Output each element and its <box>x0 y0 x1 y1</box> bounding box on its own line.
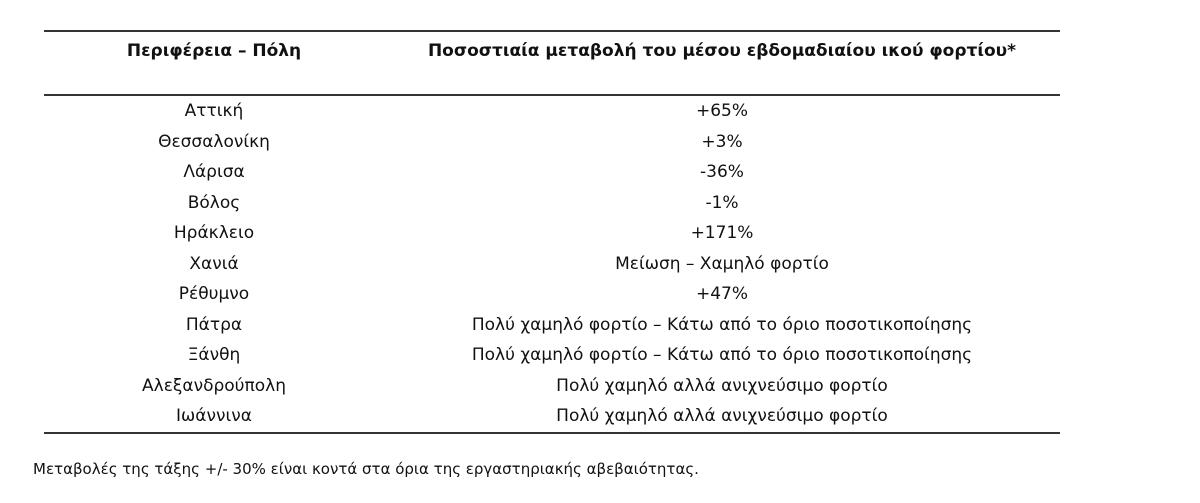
cell-change: Πολύ χαμηλό φορτίο – Κάτω από το όριο πο… <box>471 314 973 335</box>
cell-change: Πολύ χαμηλό αλλά ανιχνεύσιμο φορτίο <box>556 406 888 427</box>
cell-city: Θεσσαλονίκη <box>158 131 270 152</box>
cell-change: -36% <box>700 162 744 183</box>
table-body: Αττική +65% Θεσσαλονίκη +3% Λάρισα -36% … <box>44 96 1060 432</box>
table-row: Ηράκλειο +171% <box>44 218 1060 249</box>
table-row: Λάρισα -36% <box>44 157 1060 188</box>
cell-city: Πάτρα <box>185 314 243 335</box>
cell-change: Μείωση – Χαμηλό φορτίο <box>615 253 829 274</box>
table-row: Ξάνθη Πολύ χαμηλό φορτίο – Κάτω από το ό… <box>44 340 1060 371</box>
footnote: Μεταβολές της τάξης +/- 30% είναι κοντά … <box>33 460 699 478</box>
table-bottom-rule <box>44 431 1060 434</box>
table-row: Ιωάννινα Πολύ χαμηλό αλλά ανιχνεύσιμο φο… <box>44 401 1060 432</box>
cell-city: Βόλος <box>187 192 241 213</box>
table-header-rule <box>44 94 1060 96</box>
cell-city: Χανιά <box>189 253 239 274</box>
cell-change: Πολύ χαμηλό αλλά ανιχνεύσιμο φορτίο <box>556 375 888 396</box>
table-row: Χανιά Μείωση – Χαμηλό φορτίο <box>44 249 1060 280</box>
cell-city: Ρέθυμνο <box>178 284 250 305</box>
table-row: Αλεξανδρούπολη Πολύ χαμηλό αλλά ανιχνεύσ… <box>44 371 1060 402</box>
data-table: Περιφέρεια – Πόλη Ποσοστιαία μεταβολή το… <box>44 30 1060 434</box>
cell-city: Ιωάννινα <box>176 406 252 427</box>
cell-change: +171% <box>690 223 754 244</box>
cell-city: Αλεξανδρούπολη <box>142 375 286 396</box>
table-row: Βόλος -1% <box>44 188 1060 219</box>
table-header-row: Περιφέρεια – Πόλη Ποσοστιαία μεταβολή το… <box>44 32 1060 94</box>
cell-change: +47% <box>695 284 749 305</box>
header-change: Ποσοστιαία μεταβολή του μέσου εβδομαδιαί… <box>427 41 1017 61</box>
cell-city: Αττική <box>184 101 244 122</box>
table-row: Αττική +65% <box>44 96 1060 127</box>
header-city: Περιφέρεια – Πόλη <box>126 41 302 61</box>
cell-change: Πολύ χαμηλό φορτίο – Κάτω από το όριο πο… <box>471 345 973 366</box>
cell-city: Λάρισα <box>183 162 245 183</box>
cell-city: Ξάνθη <box>187 345 241 366</box>
table-top-rule <box>44 30 1060 32</box>
cell-change: +3% <box>701 131 743 152</box>
cell-change: -1% <box>705 192 739 213</box>
table-row: Θεσσαλονίκη +3% <box>44 127 1060 158</box>
cell-city: Ηράκλειο <box>173 223 255 244</box>
table-row: Πάτρα Πολύ χαμηλό φορτίο – Κάτω από το ό… <box>44 310 1060 341</box>
cell-change: +65% <box>695 101 749 122</box>
table-row: Ρέθυμνο +47% <box>44 279 1060 310</box>
